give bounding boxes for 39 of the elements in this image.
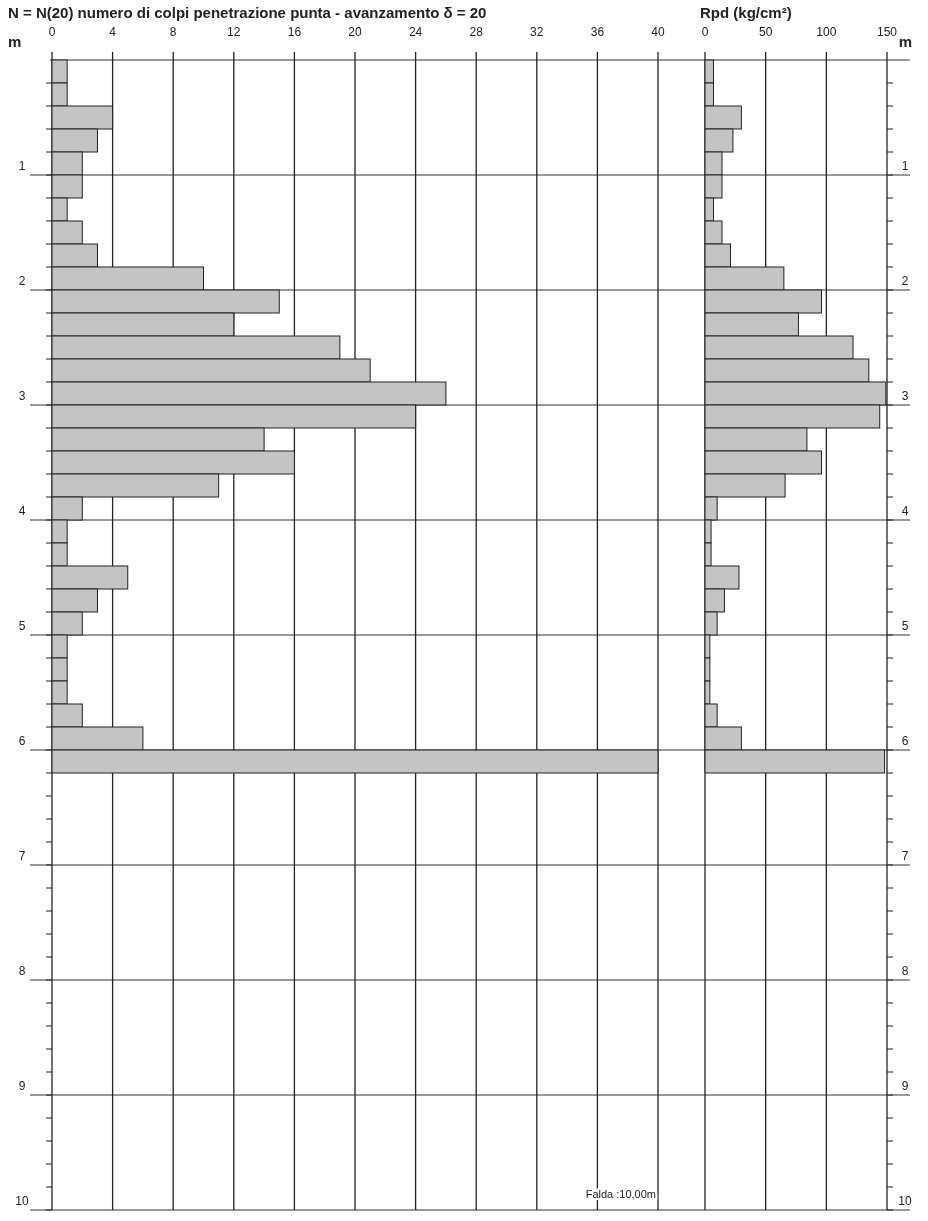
y-tick-label: 4 [901,504,909,518]
y-tick-label: 3 [901,389,909,403]
y-tick-label: 10 [898,1194,912,1208]
x-tick-label: 24 [408,25,423,39]
y-tick-label: 6 [901,734,909,748]
y-tick-label: 2 [18,274,26,288]
y-tick-label: 1 [18,159,26,173]
y-tick-label: 5 [901,619,909,633]
x-tick-label: 40 [651,25,665,39]
y-tick-label: 4 [18,504,26,518]
y-axis-title: m [8,33,22,50]
x-tick-label: 100 [816,25,837,39]
x-tick-label: 0 [48,25,56,39]
x-tick-label: 16 [287,25,302,39]
y-tick-label: 7 [901,849,909,863]
x-tick-label: 150 [876,25,898,39]
y-tick-label: 5 [18,619,26,633]
y-tick-label: 9 [18,1079,26,1093]
x-tick-label: 20 [348,25,362,39]
chart-title: N = N(20) numero di colpi penetrazione punta - avanzamento δ = 20 [8,4,487,21]
y-tick-label: 10 [15,1194,29,1208]
y-tick-label: 2 [901,274,909,288]
y-tick-label: 8 [18,964,26,978]
x-tick-label: 4 [109,25,117,39]
x-tick-label: 0 [701,25,709,39]
y-tick-label: 7 [18,849,26,863]
x-tick-label: 28 [469,25,484,39]
y-tick-label: 8 [901,964,909,978]
y-tick-label: 6 [18,734,26,748]
chart-title: Rpd (kg/cm²) [700,4,792,21]
x-tick-label: 8 [169,25,177,39]
x-tick-label: 32 [530,25,544,39]
y-tick-label: 3 [18,389,26,403]
y-tick-label: 9 [901,1079,909,1093]
x-tick-label: 12 [227,25,241,39]
x-tick-label: 50 [758,25,773,39]
y-axis-title: m [898,33,912,50]
x-tick-label: 36 [590,25,605,39]
y-tick-label: 1 [901,159,909,173]
